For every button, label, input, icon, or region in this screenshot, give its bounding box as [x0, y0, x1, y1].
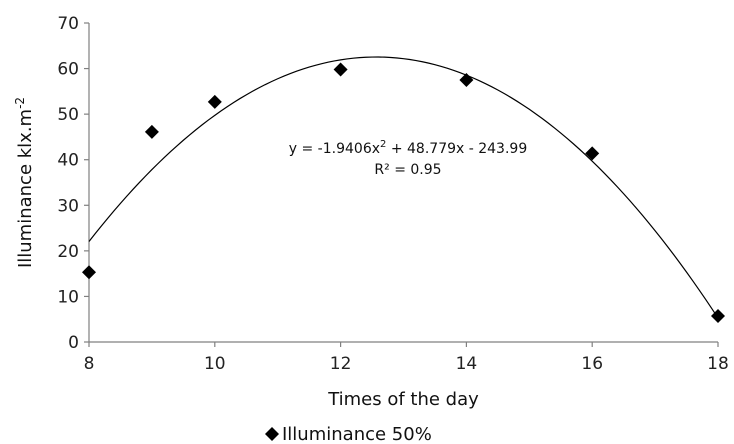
data-point: [207, 94, 222, 109]
data-point: [333, 62, 348, 77]
data-point: [711, 309, 725, 324]
x-tick-label: 12: [330, 354, 352, 374]
trendline-equation: y = -1.9406x2 + 48.779x - 243.99: [289, 139, 527, 157]
y-axis-title-sup: -2: [13, 97, 27, 109]
y-tick-label: 60: [57, 60, 79, 80]
equation-sup: 2: [380, 139, 386, 150]
equation-rest: + 48.779x - 243.99: [386, 141, 527, 157]
ticks: 0 10 20 30 40 50 60 70 8 10 12 14 16 18: [57, 14, 728, 374]
legend-label: Illuminance 50%: [282, 424, 432, 444]
legend-diamond-marker: [265, 427, 279, 441]
y-axis-title-main: Illuminance klx.m: [15, 109, 36, 268]
y-tick-label: 20: [57, 242, 79, 262]
data-points: [82, 62, 725, 324]
data-point: [459, 72, 474, 87]
trendline: [88, 56, 719, 319]
x-tick-label: 18: [707, 354, 729, 374]
y-tick-label: 70: [57, 14, 79, 34]
y-tick-label: 0: [68, 333, 79, 353]
data-point: [585, 146, 600, 161]
y-tick-label: 40: [57, 151, 79, 171]
data-point: [144, 124, 159, 139]
axes: [88, 23, 718, 343]
y-tick-label: 50: [57, 105, 79, 125]
y-tick-label: 30: [57, 196, 79, 216]
data-point: [82, 265, 96, 280]
x-tick-label: 14: [456, 354, 478, 374]
y-tick-label: 10: [57, 287, 79, 307]
x-tick-label: 10: [204, 354, 226, 374]
equation-main: y = -1.9406x: [289, 141, 380, 157]
x-tick-label: 16: [581, 354, 603, 374]
legend: Illuminance 50%: [265, 424, 432, 444]
x-axis-title: Times of the day: [327, 389, 479, 410]
r-squared-label: R² = 0.95: [374, 162, 441, 178]
x-tick-label: 8: [84, 354, 95, 374]
y-axis-title: Illuminance klx.m-2: [13, 97, 36, 268]
